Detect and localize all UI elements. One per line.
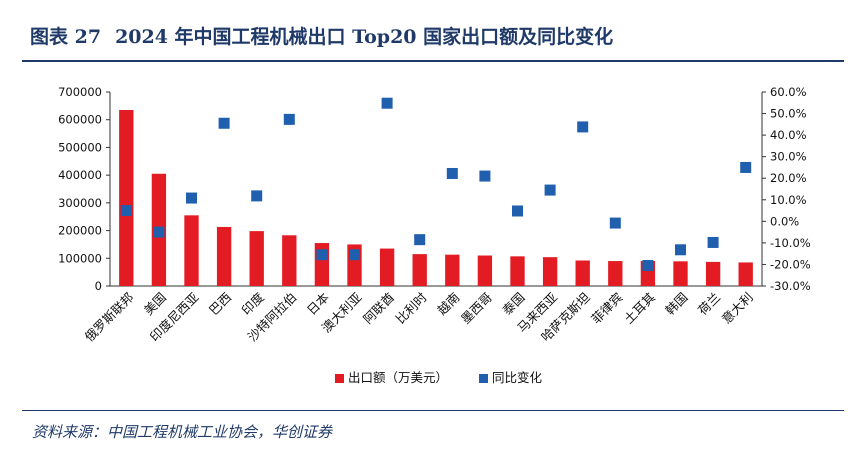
marker-point (316, 249, 328, 261)
bar (249, 231, 264, 286)
bar (412, 254, 427, 286)
bar (575, 260, 590, 286)
chart-title: 图表 27 2024 年中国工程机械出口 Top20 国家出口额及同比变化 (30, 22, 613, 49)
right-tick-label: 0.0% (770, 214, 799, 228)
right-tick-label: -10.0% (770, 236, 811, 250)
left-tick-label: 400000 (58, 168, 102, 182)
left-tick-label: 300000 (58, 196, 102, 210)
bar-series (119, 110, 753, 286)
right-tick-label: 10.0% (770, 193, 807, 207)
category-label: 阿联酋 (360, 290, 397, 327)
bar (216, 226, 232, 286)
bar (673, 261, 688, 286)
category-label: 日本 (304, 289, 333, 318)
marker-point (446, 167, 458, 179)
right-tick-label: 30.0% (770, 150, 807, 164)
right-tick-label: 20.0% (770, 171, 807, 185)
bar (477, 255, 493, 286)
marker-point (186, 192, 197, 204)
left-tick-label: 700000 (58, 85, 102, 99)
right-tick-label: -20.0% (770, 257, 811, 271)
category-label: 泰国 (499, 290, 527, 318)
category-label: 印度 (239, 289, 268, 318)
marker-point (512, 205, 523, 217)
title-rule (22, 60, 844, 62)
category-label: 土耳其 (621, 290, 658, 327)
marker-point (349, 249, 360, 261)
bar (705, 261, 721, 286)
left-tick-label: 100000 (58, 251, 102, 265)
marker-point (283, 113, 295, 125)
right-tick-label: -30.0% (770, 279, 811, 293)
bar (379, 248, 395, 286)
combo-chart: 0 100000 200000 300000 400000 500000 600000 700… (58, 85, 811, 385)
bar (282, 235, 297, 286)
marker-point (577, 121, 589, 133)
left-y-axis: 0 100000 200000 300000 400000 500000 600000 700… (58, 85, 762, 293)
bar (510, 256, 525, 286)
marker-point (153, 226, 165, 238)
category-label: 俄罗斯联邦 (82, 290, 137, 345)
category-label: 比利时 (393, 289, 430, 326)
marker-point (642, 260, 654, 272)
category-label: 越南 (434, 290, 462, 318)
source-rule (22, 410, 844, 411)
bar (119, 110, 134, 286)
marker-point (609, 217, 621, 229)
marker-point (675, 244, 686, 256)
right-tick-label: 50.0% (770, 107, 807, 121)
source-note: 资料来源：中国工程机械工业协会，华创证券 (32, 423, 333, 441)
category-label: 荷兰 (695, 290, 723, 318)
legend-swatch-bar (335, 374, 344, 383)
marker-point (740, 161, 752, 173)
category-label: 韩国 (662, 290, 690, 318)
marker-point (414, 234, 426, 246)
bar (542, 257, 558, 286)
category-label: 美国 (141, 290, 169, 318)
left-tick-label: 200000 (58, 224, 102, 238)
category-label: 巴西 (206, 290, 234, 318)
marker-point (218, 117, 230, 129)
marker-point (251, 190, 263, 202)
marker-point (120, 205, 132, 217)
bar (184, 215, 199, 286)
left-tick-label: 500000 (58, 140, 102, 154)
bar (445, 254, 460, 286)
category-label: 菲律宾 (588, 290, 625, 327)
marker-point (707, 236, 719, 248)
marker-point (381, 97, 393, 109)
category-label: 意大利 (719, 290, 756, 327)
right-tick-label: 60.0% (770, 85, 807, 99)
marker-point (479, 170, 491, 182)
right-tick-label: 40.0% (770, 128, 807, 142)
legend-swatch-marker (479, 374, 488, 383)
legend-label-marker: 同比变化 (492, 370, 543, 385)
bar (608, 261, 623, 286)
bar (738, 262, 753, 286)
category-label: 墨西哥 (458, 290, 495, 327)
left-tick-label: 0 (95, 279, 102, 293)
marker-series (120, 97, 752, 272)
marker-point (544, 184, 556, 196)
figure-title: 2024 年中国工程机械出口 Top20 国家出口额及同比变化 (115, 26, 614, 48)
figure-number: 图表 27 (30, 26, 102, 48)
left-tick-label: 600000 (58, 113, 102, 127)
right-y-axis: -30.0% -20.0% -10.0% 0.0% 10.0% 20.0% 30.0% 40.… (761, 85, 811, 293)
legend: 出口额（万美元） 同比变化 (335, 370, 543, 385)
legend-label-bar: 出口额（万美元） (348, 370, 448, 385)
